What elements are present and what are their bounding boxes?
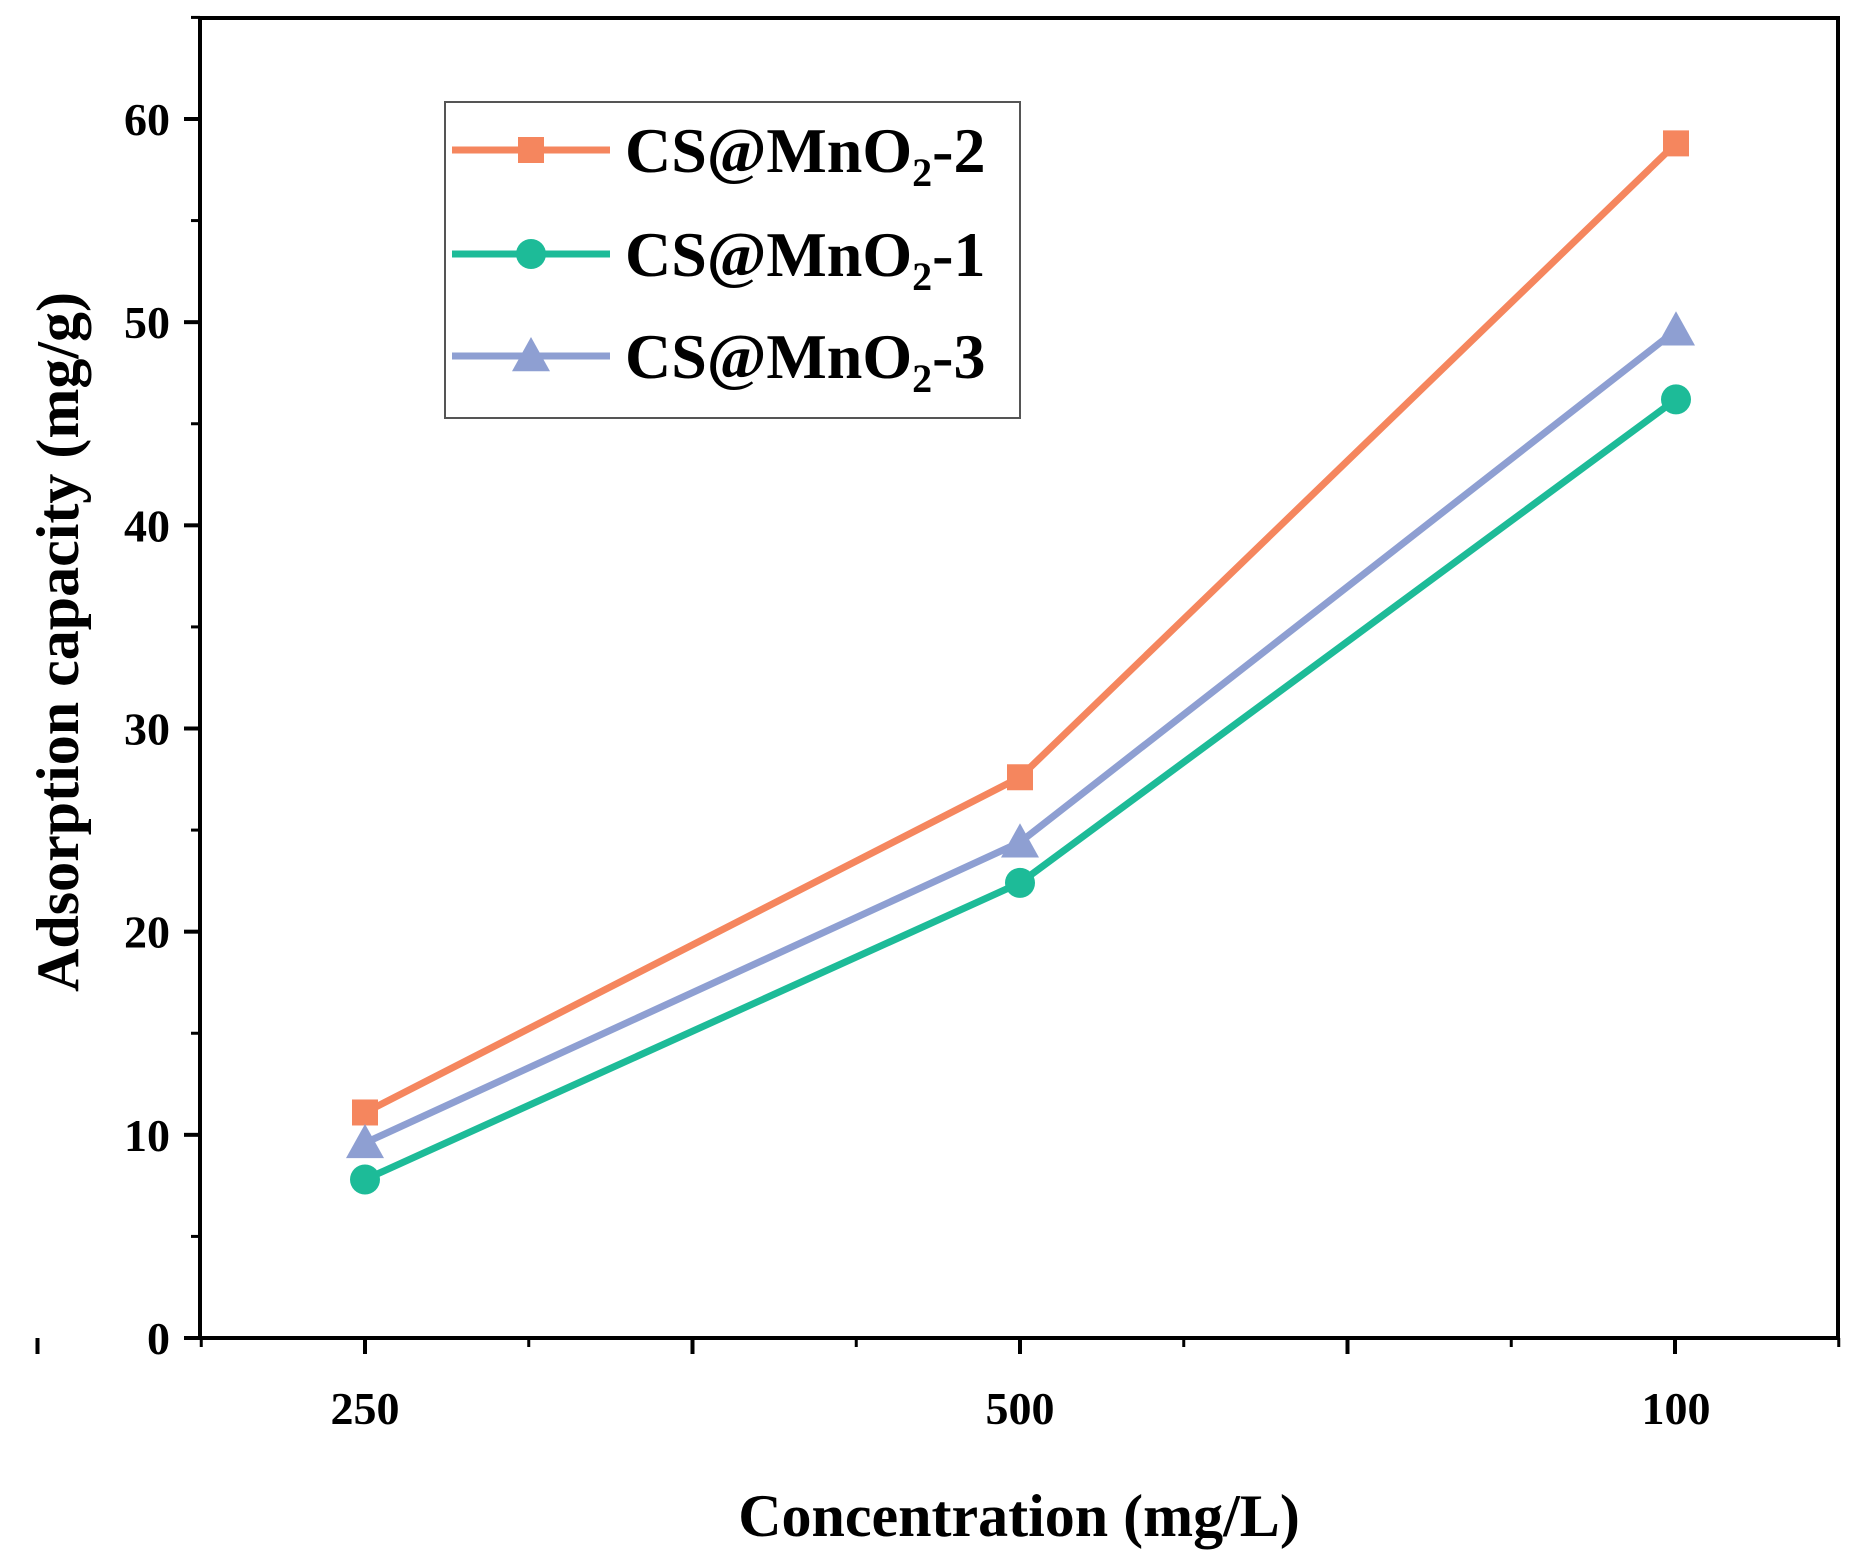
data-point-triangle [1657, 311, 1695, 346]
x-tick-label: 500 [986, 1383, 1055, 1434]
legend-label-suffix: -2 [932, 115, 985, 186]
data-point-circle [1005, 867, 1035, 898]
y-tick-label: 0 [147, 1313, 170, 1364]
legend: CS@MnO2-2CS@MnO2-1CS@MnO2-3 [444, 101, 1021, 419]
legend-label: CS@MnO2-2 [625, 115, 985, 195]
x-tick-label: 250 [331, 1383, 400, 1434]
legend-item: CS@MnO2-3 [452, 321, 985, 401]
legend-label-base: CS@MnO [625, 219, 912, 290]
y-tick-label: 40 [124, 500, 170, 551]
data-point-square [352, 1099, 378, 1126]
legend-label-subscript: 2 [912, 254, 932, 299]
data-point-triangle [1001, 823, 1039, 858]
y-tick-label: 30 [124, 704, 170, 755]
legend-label: CS@MnO2-3 [625, 321, 985, 401]
data-point-square [1007, 764, 1033, 791]
data-point-square [518, 137, 544, 163]
series-triangle [346, 311, 1695, 1159]
legend-item: CS@MnO2-2 [452, 115, 985, 195]
data-point-square [1663, 130, 1689, 157]
data-point-circle [1661, 384, 1691, 415]
x-axis-title: Concentration (mg/L) [738, 1483, 1300, 1549]
y-tick-label: 20 [124, 907, 170, 958]
legend-label-base: CS@MnO [625, 321, 912, 392]
y-tick-label: 60 [124, 94, 170, 145]
legend-label-subscript: 2 [912, 356, 932, 401]
series-circle [350, 384, 1691, 1195]
axis-ticks: 0 10 20 30 40 50 60 250 500 100 [35, 15, 1841, 1434]
y-tick-label: 50 [124, 297, 170, 348]
y-tick-label: 10 [124, 1110, 170, 1161]
data-point-circle [516, 239, 546, 269]
data-point-triangle [512, 337, 550, 372]
x-tick-label: 100 [1642, 1383, 1711, 1434]
y-axis-title: Adsorption capacity (mg/g) [25, 292, 91, 992]
legend-label-suffix: -1 [932, 219, 985, 290]
legend-label-base: CS@MnO [625, 115, 912, 186]
legend-label-suffix: -3 [932, 321, 985, 392]
series-layer [346, 130, 1695, 1195]
data-point-circle [350, 1164, 380, 1195]
legend-item: CS@MnO2-1 [452, 219, 985, 299]
data-point-triangle [346, 1123, 384, 1159]
legend-label: CS@MnO2-1 [625, 219, 985, 299]
legend-label-subscript: 2 [912, 150, 932, 195]
series-square [352, 130, 1689, 1126]
